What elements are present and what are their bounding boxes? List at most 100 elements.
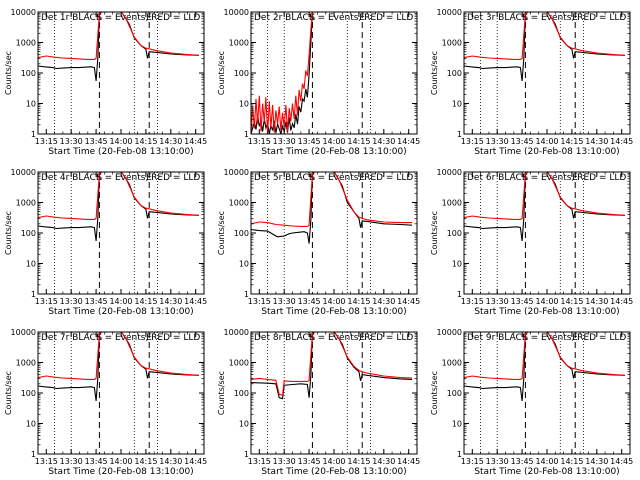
x-tick-label: 13:30 (60, 137, 83, 146)
y-tick-label: 10 (452, 420, 462, 429)
series-lld-line (38, 172, 200, 220)
series-events-line (251, 12, 313, 134)
plot-frame (463, 11, 631, 135)
y-tick-label: 100 (447, 69, 462, 78)
y-tick-label: 10000 (11, 168, 36, 177)
y-axis-label: Counts/sec (430, 51, 439, 95)
y-tick-label: 1 (244, 130, 249, 139)
x-tick-label: 14:30 (372, 297, 395, 306)
marker-label: E (359, 13, 365, 23)
x-tick-label: 13:15 (461, 457, 484, 466)
x-axis-label: Start Time (20-Feb-08 13:10:00) (48, 467, 193, 477)
x-tick-label: 13:45 (298, 457, 321, 466)
y-tick-label: 1 (244, 290, 249, 299)
y-tick-label: 1 (244, 450, 249, 459)
x-tick-label: 14:00 (322, 457, 345, 466)
plot-frame (463, 171, 631, 295)
x-tick-label: 13:15 (248, 297, 271, 306)
series-lld-line (38, 12, 200, 60)
marker-label: E (572, 333, 578, 343)
panel-title: Det 8r BLACK = Events, RED = LLD (254, 333, 413, 343)
plot-frame (250, 171, 418, 295)
y-tick-label: 1000 (16, 39, 36, 48)
x-tick-label: 14:30 (585, 457, 608, 466)
x-tick-label: 14:15 (134, 137, 157, 146)
series-lld-line (464, 332, 626, 380)
x-tick-label: 14:30 (372, 137, 395, 146)
y-tick-label: 1000 (229, 199, 249, 208)
y-tick-label: 1000 (229, 39, 249, 48)
y-tick-label: 10 (26, 420, 36, 429)
x-tick-label: 13:45 (511, 137, 534, 146)
x-tick-label: 13:30 (486, 297, 509, 306)
series-lld-line (464, 12, 626, 60)
panel-title: Det 5r BLACK = Events, RED = LLD (254, 173, 413, 183)
x-tick-label: 14:30 (585, 297, 608, 306)
y-tick-label: 1000 (16, 359, 36, 368)
x-tick-label: 13:45 (511, 457, 534, 466)
x-tick-label: 14:00 (535, 297, 558, 306)
x-tick-label: 13:30 (273, 457, 296, 466)
series-lld-line (38, 332, 200, 380)
panel-title: Det 7r BLACK = Events, RED = LLD (41, 333, 200, 343)
x-tick-label: 13:30 (486, 457, 509, 466)
y-tick-label: 1000 (442, 39, 462, 48)
series-lld-line (464, 172, 626, 220)
y-axis-label: Counts/sec (217, 371, 226, 415)
series-lld-line (251, 12, 313, 134)
panel-title: Det 3r BLACK = Events, RED = LLD (467, 13, 626, 23)
y-axis-label: Counts/sec (217, 51, 226, 95)
x-axis-label: Start Time (20-Feb-08 13:10:00) (261, 467, 406, 477)
x-tick-label: 14:30 (585, 137, 608, 146)
y-axis-label: Counts/sec (430, 371, 439, 415)
x-tick-label: 14:30 (159, 297, 182, 306)
x-axis-label: Start Time (20-Feb-08 13:10:00) (261, 147, 406, 157)
panel-title: Det 4r BLACK = Events, RED = LLD (41, 173, 200, 183)
panel-title: Det 1r BLACK = Events, RED = LLD (41, 13, 200, 23)
y-tick-label: 10000 (11, 8, 36, 17)
y-tick-label: 100 (447, 229, 462, 238)
x-tick-label: 14:00 (535, 137, 558, 146)
x-tick-label: 14:00 (109, 297, 132, 306)
y-tick-label: 10 (26, 100, 36, 109)
x-tick-label: 14:00 (109, 457, 132, 466)
y-tick-label: 100 (234, 69, 249, 78)
y-tick-label: 10000 (224, 328, 249, 337)
x-tick-label: 14:30 (159, 137, 182, 146)
y-tick-label: 1000 (16, 199, 36, 208)
plot-frame (37, 171, 205, 295)
x-tick-label: 14:15 (134, 297, 157, 306)
x-axis-label: Start Time (20-Feb-08 13:10:00) (48, 307, 193, 317)
x-tick-label: 13:15 (461, 137, 484, 146)
plot-frame (463, 331, 631, 455)
x-axis-label: Start Time (20-Feb-08 13:10:00) (474, 467, 619, 477)
y-tick-label: 10 (239, 260, 249, 269)
x-tick-label: 14:45 (397, 297, 420, 306)
marker-label: E (359, 333, 365, 343)
x-tick-label: 13:45 (298, 137, 321, 146)
panel-title: Det 2r BLACK = Events, RED = LLD (254, 13, 413, 23)
y-tick-label: 10000 (224, 168, 249, 177)
y-tick-label: 1 (457, 290, 462, 299)
y-tick-label: 10 (239, 420, 249, 429)
panel-title: Det 9r BLACK = Events, RED = LLD (467, 333, 626, 343)
x-tick-label: 13:45 (85, 457, 108, 466)
y-axis-label: Counts/sec (430, 211, 439, 255)
y-tick-label: 100 (21, 389, 36, 398)
x-tick-label: 13:15 (461, 297, 484, 306)
x-tick-label: 13:15 (35, 137, 58, 146)
y-tick-label: 1 (31, 130, 36, 139)
series-lld-line (251, 172, 412, 227)
x-tick-label: 14:15 (134, 457, 157, 466)
x-tick-label: 14:30 (159, 457, 182, 466)
y-tick-label: 100 (234, 229, 249, 238)
y-tick-label: 100 (21, 69, 36, 78)
plot-frame (37, 331, 205, 455)
x-tick-label: 13:15 (248, 457, 271, 466)
y-tick-label: 1 (31, 290, 36, 299)
plot-frame (37, 11, 205, 135)
x-tick-label: 14:45 (184, 137, 207, 146)
